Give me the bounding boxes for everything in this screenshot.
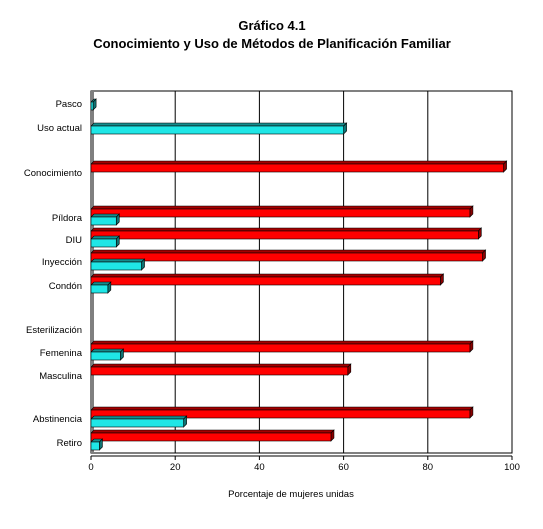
bar-cyan-top xyxy=(90,258,146,263)
bar-red-top xyxy=(90,273,445,278)
category-label: Pasco xyxy=(56,99,82,110)
category-label: Abstinencia xyxy=(33,414,83,425)
bar-cyan xyxy=(90,125,344,135)
bar-red-top xyxy=(90,363,352,368)
category-label: Femenina xyxy=(40,348,83,359)
x-axis-title: Porcentaje de mujeres unidas xyxy=(228,489,354,500)
category-label: Píldora xyxy=(52,213,83,224)
bar-cyan-top xyxy=(90,415,188,420)
bar-red xyxy=(90,208,471,218)
bar-red-top xyxy=(90,249,487,254)
bar-red xyxy=(90,252,483,262)
category-label: DIU xyxy=(66,235,83,246)
bar-red-top xyxy=(90,205,474,210)
category-label: Conocimiento xyxy=(24,168,82,179)
bar-cyan xyxy=(90,261,142,271)
bar-red xyxy=(90,230,479,240)
x-tick-label-80: 80 xyxy=(423,462,434,473)
bar-cyan-top xyxy=(90,213,120,218)
x-tick-label-40: 40 xyxy=(254,462,265,473)
bar-cyan xyxy=(90,216,117,226)
category-label: Condón xyxy=(49,281,82,292)
bar-red-top xyxy=(90,406,474,411)
bar-red xyxy=(90,343,471,353)
plot-left-wall xyxy=(91,91,94,453)
bar-red xyxy=(90,366,349,376)
bar-red-top xyxy=(90,429,335,434)
category-label: Inyección xyxy=(42,257,82,268)
x-tick-label-0: 0 xyxy=(88,462,93,473)
category-label: Uso actual xyxy=(37,123,82,134)
bar-red xyxy=(90,276,441,286)
bar-cyan-top xyxy=(90,281,112,286)
bar-red-top xyxy=(90,340,474,345)
x-tick-labels: 0 20 40 60 80 100 xyxy=(88,462,520,473)
bar-cyan xyxy=(90,441,100,451)
bar-red xyxy=(90,409,471,419)
bar-cyan xyxy=(90,101,94,111)
chart-subtitle: Conocimiento y Uso de Métodos de Planifi… xyxy=(93,36,451,51)
x-tick-label-20: 20 xyxy=(170,462,181,473)
bar-cyan-top xyxy=(90,122,348,127)
chart-title: Gráfico 4.1 xyxy=(238,18,305,33)
category-labels: Pasco Uso actual Conocimiento Píldora DIU Iny… xyxy=(24,99,83,449)
category-label: Masculina xyxy=(39,371,82,382)
bar-red xyxy=(90,432,332,442)
gridlines xyxy=(90,91,513,460)
category-label: Retiro xyxy=(57,438,82,449)
bar-red-top xyxy=(90,160,508,165)
bars xyxy=(90,98,508,451)
bar-cyan xyxy=(90,238,117,248)
bar-cyan-top xyxy=(90,348,125,353)
bar-red xyxy=(90,163,504,173)
plot-frame xyxy=(90,90,513,454)
bar-cyan xyxy=(90,351,121,361)
bar-cyan-top xyxy=(90,235,120,240)
category-label: Esterilización xyxy=(26,325,82,336)
x-tick-label-100: 100 xyxy=(504,462,520,473)
bar-cyan xyxy=(90,284,109,294)
x-tick-label-60: 60 xyxy=(338,462,349,473)
bar-red-top xyxy=(90,227,483,232)
bar-cyan xyxy=(90,418,184,428)
